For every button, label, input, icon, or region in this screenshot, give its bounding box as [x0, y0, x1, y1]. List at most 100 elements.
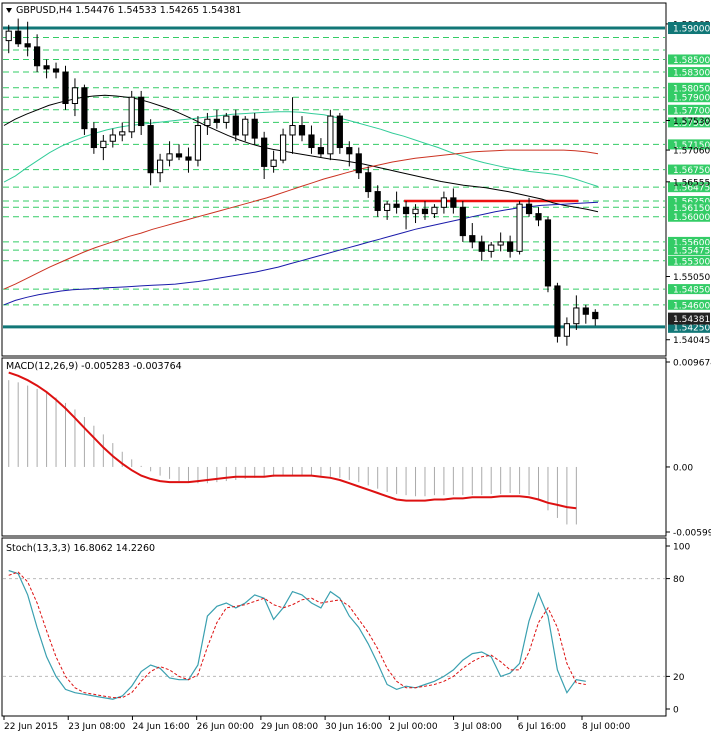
- price-tick-label: 1.55600: [673, 238, 710, 248]
- candle-body: [62, 71, 69, 105]
- candle-body: [459, 206, 466, 237]
- candle-body: [535, 213, 542, 221]
- price-tick-label: 1.57500: [673, 119, 710, 129]
- price-label-bg: [668, 139, 710, 150]
- symbol-header: GBPUSD,H4 1.54476 1.54533 1.54265 1.5438…: [6, 5, 241, 16]
- candle-body: [365, 172, 372, 193]
- macd-axis-label: 0.00: [673, 463, 693, 473]
- price-tick-label: 1.58050: [673, 84, 710, 94]
- price-tick-label: 1.57150: [673, 141, 710, 151]
- candle-body: [393, 203, 400, 208]
- candle-body: [478, 241, 485, 252]
- price-tick-label: 1.58300: [673, 69, 710, 79]
- candle-body: [175, 153, 183, 158]
- candle-body: [128, 96, 135, 133]
- candle-body: [213, 118, 220, 123]
- price-label-bg: [668, 245, 710, 256]
- time-axis-label: 6 Jul 16:00: [518, 722, 567, 732]
- candle-body: [336, 115, 343, 149]
- stoch-axis-label: 80: [673, 575, 685, 585]
- candle-body: [43, 65, 50, 70]
- candle-body: [544, 219, 552, 287]
- macd-title: MACD(12,26,9) -0.005283 -0.003764: [6, 361, 182, 372]
- candle-body: [251, 118, 258, 139]
- candle-body: [270, 159, 277, 167]
- time-axis-label: 8 Jul 00:00: [582, 722, 631, 732]
- price-label-bg: [668, 196, 710, 207]
- moving-average-line: [3, 201, 599, 306]
- price-tick-label: 1.56555: [673, 178, 710, 188]
- candle-body: [507, 241, 514, 252]
- price-tick-label: 1.57060: [673, 147, 710, 157]
- price-label-bg: [668, 67, 710, 78]
- price-label-bg: [668, 299, 710, 310]
- candle-body: [554, 285, 561, 337]
- candle-body: [450, 197, 457, 208]
- candle-body: [384, 203, 391, 211]
- key-level-label: 1.54250: [673, 323, 710, 333]
- price-label-bg: [668, 255, 710, 266]
- candle-body: [81, 87, 88, 130]
- candle-body: [573, 307, 580, 325]
- price-label-bg: [668, 182, 710, 193]
- price-label-bg: [668, 92, 710, 103]
- price-label-bg: [668, 236, 710, 247]
- time-axis-label: 24 Jun 16:00: [132, 722, 189, 732]
- candle-body: [440, 197, 448, 208]
- price-tick-label: 1.56750: [673, 166, 710, 176]
- stoch-panel[interactable]: [1, 537, 667, 717]
- candle-body: [100, 140, 107, 149]
- stoch-main-line: [8, 569, 586, 700]
- candle-body: [166, 153, 173, 161]
- price-tick-label: 1.56150: [673, 204, 710, 214]
- candle-body: [497, 241, 504, 246]
- candle-body: [232, 115, 239, 136]
- candle-body: [431, 206, 438, 215]
- price-label-bg: [668, 202, 710, 213]
- candle-body: [421, 208, 429, 215]
- price-label-bg: [668, 104, 710, 115]
- macd-indicator: 0.009674 0.00 -0.005995: [8, 359, 711, 539]
- candle-body: [355, 153, 362, 174]
- candle-body: [119, 131, 126, 136]
- candle-body: [563, 323, 570, 337]
- candlesticks: [5, 18, 599, 346]
- candle-body: [138, 96, 145, 127]
- price-tick-label: 1.54600: [673, 301, 710, 311]
- candle-body: [24, 43, 31, 48]
- price-label-bg: [668, 164, 710, 175]
- candle-body: [289, 125, 296, 136]
- candle-body: [279, 134, 287, 161]
- candle-body: [156, 159, 164, 174]
- macd-signal-line: [8, 371, 577, 510]
- candle-body: [71, 87, 79, 105]
- price-tick-label: 1.55475: [673, 247, 710, 257]
- candle-body: [412, 208, 419, 215]
- price-tick-label: 1.57700: [673, 106, 710, 116]
- stoch-axis-label: 100: [673, 543, 690, 553]
- time-axis-label: 2 Jul 00:00: [389, 722, 438, 732]
- macd-axis-label: 0.009674: [673, 359, 711, 369]
- price-tick-label: 1.56475: [673, 184, 710, 194]
- candle-body: [402, 206, 410, 215]
- candle-body: [525, 203, 533, 215]
- price-label-bg: [668, 117, 710, 128]
- collapse-triangle-icon[interactable]: [6, 8, 12, 13]
- price-tick-label: 1.57530: [673, 117, 710, 127]
- price-tick-label: 1.58500: [673, 56, 710, 66]
- stoch-axis-label: 0: [673, 706, 679, 716]
- price-panel[interactable]: [1, 2, 667, 357]
- candle-body: [90, 128, 97, 149]
- price-axis: 1.585001.583001.580501.579001.577001.575…: [666, 20, 710, 346]
- time-axis-label: 22 Jun 2015: [4, 722, 58, 732]
- key-level-label: 1.54381: [673, 315, 710, 325]
- moving-average-line: [3, 149, 599, 290]
- time-axis: 22 Jun 2015 23 Jun 08:00 24 Jun 16:00 26 Ju…: [3, 716, 631, 732]
- price-tick-label: 1.54850: [673, 286, 710, 296]
- time-axis-label: 30 Jun 16:00: [325, 722, 382, 732]
- candle-body: [109, 134, 116, 142]
- moving-average-line: [3, 94, 599, 213]
- time-axis-label: 29 Jun 08:00: [261, 722, 318, 732]
- candle-body: [204, 118, 211, 127]
